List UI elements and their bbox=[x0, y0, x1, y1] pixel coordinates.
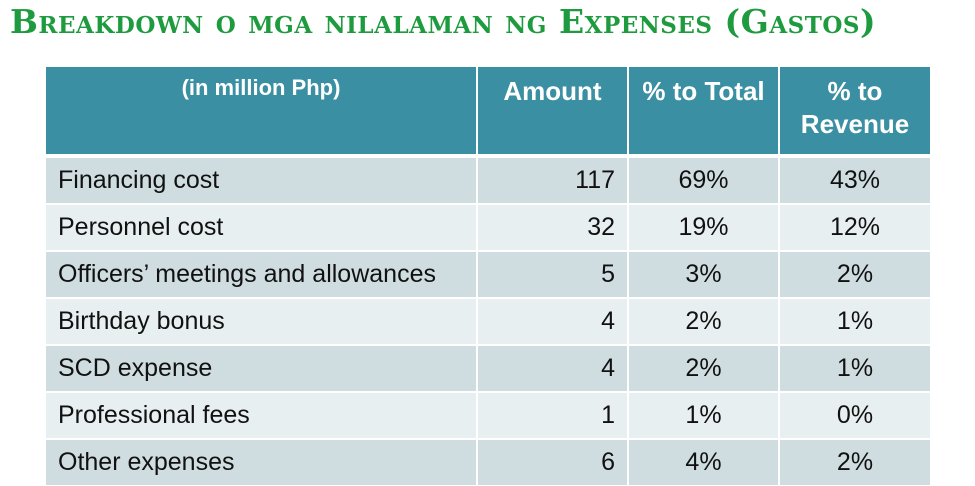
item-cell: Birthday bonus bbox=[46, 298, 478, 346]
pct-total-cell: 1% bbox=[628, 392, 780, 440]
header-pct-total: % to Total bbox=[628, 67, 780, 158]
item-cell: Professional fees bbox=[46, 392, 478, 440]
amount-cell: 4 bbox=[477, 298, 629, 346]
amount-cell: 32 bbox=[477, 204, 629, 252]
header-amount: Amount bbox=[477, 67, 629, 158]
table-row: Professional fees 1 1% 0% bbox=[46, 392, 930, 440]
slide-title: Breakdown o mga nilalaman ng Expenses (G… bbox=[10, 2, 877, 41]
pct-revenue-cell: 1% bbox=[779, 345, 930, 393]
expenses-table: (in million Php) Amount % to Total % to … bbox=[46, 67, 930, 486]
table-row: SCD expense 4 2% 1% bbox=[46, 345, 930, 393]
amount-cell: 5 bbox=[477, 251, 629, 299]
pct-total-cell: 19% bbox=[628, 204, 780, 252]
header-unit-label: (in million Php) bbox=[46, 67, 478, 158]
table-body: Financing cost 117 69% 43% Personnel cost 32 1… bbox=[46, 156, 930, 486]
table-row: Personnel cost 32 19% 12% bbox=[46, 204, 930, 252]
table-header-row: (in million Php) Amount % to Total % to … bbox=[46, 67, 930, 158]
pct-revenue-cell: 2% bbox=[779, 439, 930, 486]
item-cell: Officers’ meetings and allowances bbox=[46, 251, 478, 299]
pct-revenue-cell: 1% bbox=[779, 298, 930, 346]
table-row: Officers’ meetings and allowances 5 3% 2% bbox=[46, 251, 930, 299]
header-pct-revenue: % to Revenue bbox=[779, 67, 930, 158]
pct-total-cell: 3% bbox=[628, 251, 780, 299]
pct-revenue-cell: 2% bbox=[779, 251, 930, 299]
table-row: Birthday bonus 4 2% 1% bbox=[46, 298, 930, 346]
pct-total-cell: 2% bbox=[628, 298, 780, 346]
item-cell: SCD expense bbox=[46, 345, 478, 393]
pct-total-cell: 2% bbox=[628, 345, 780, 393]
item-cell: Other expenses bbox=[46, 439, 478, 486]
item-cell: Financing cost bbox=[46, 156, 478, 205]
pct-revenue-cell: 43% bbox=[779, 156, 930, 205]
pct-revenue-cell: 12% bbox=[779, 204, 930, 252]
pct-total-cell: 4% bbox=[628, 439, 780, 486]
table-row: Other expenses 6 4% 2% bbox=[46, 439, 930, 486]
amount-cell: 4 bbox=[477, 345, 629, 393]
amount-cell: 6 bbox=[477, 439, 629, 486]
pct-total-cell: 69% bbox=[628, 156, 780, 205]
item-cell: Personnel cost bbox=[46, 204, 478, 252]
table-row: Financing cost 117 69% 43% bbox=[46, 156, 930, 205]
amount-cell: 117 bbox=[477, 156, 629, 205]
amount-cell: 1 bbox=[477, 392, 629, 440]
pct-revenue-cell: 0% bbox=[779, 392, 930, 440]
